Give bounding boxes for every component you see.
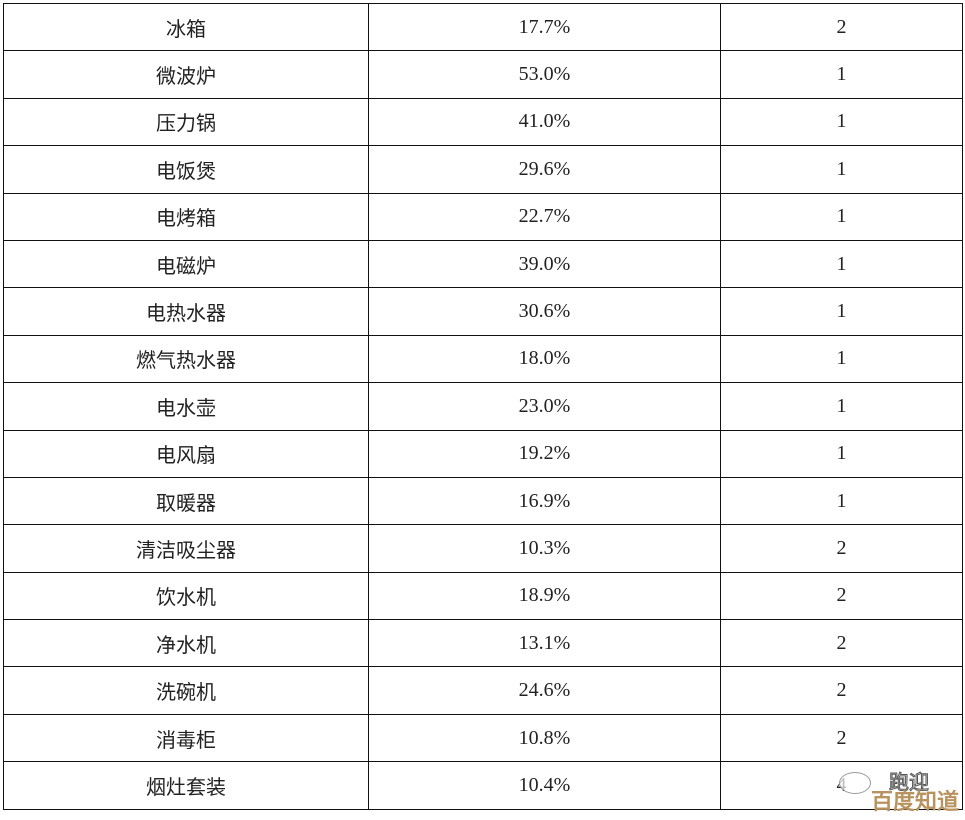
- table-row: 电水壶 23.0% 1: [3, 382, 963, 431]
- table-row: 电烤箱 22.7% 1: [3, 192, 963, 241]
- cell-percent: 53.0%: [368, 50, 721, 99]
- cell-value: 1: [720, 476, 963, 526]
- cell-value: 2: [720, 619, 963, 668]
- chat-bubble-icon: [839, 772, 871, 794]
- cell-value: 1: [720, 382, 963, 431]
- cell-value: 1: [720, 97, 963, 147]
- cell-name: 压力锅: [3, 97, 369, 147]
- cell-percent: 18.0%: [368, 334, 721, 384]
- cell-name: 净水机: [3, 619, 369, 668]
- cell-value: 2: [720, 524, 963, 573]
- appliance-table: 冰箱 17.7% 2 微波炉 53.0% 1 压力锅 41.0% 1 电饭煲 29.6% 1 电烤箱 22…: [3, 2, 963, 810]
- cell-name: 冰箱: [3, 2, 369, 52]
- table-row: 净水机 13.1% 2: [3, 619, 963, 668]
- cell-percent: 10.3%: [368, 524, 721, 573]
- table-row: 电风扇 19.2% 1: [3, 429, 963, 478]
- cell-name: 电热水器: [3, 287, 369, 336]
- cell-percent: 19.2%: [368, 429, 721, 478]
- cell-name: 电风扇: [3, 429, 369, 478]
- table-row: 电饭煲 29.6% 1: [3, 145, 963, 194]
- cell-percent: 29.6%: [368, 145, 721, 194]
- cell-value: 1: [720, 50, 963, 99]
- table-row: 洗碗机 24.6% 2: [3, 666, 963, 715]
- table-row: 微波炉 53.0% 1: [3, 50, 963, 99]
- cell-percent: 30.6%: [368, 287, 721, 336]
- cell-value: 1: [720, 287, 963, 336]
- table-row: 压力锅 41.0% 1: [3, 97, 963, 147]
- watermark-top-text: 跑迎: [889, 770, 930, 795]
- cell-name: 微波炉: [3, 50, 369, 99]
- cell-value: 1: [720, 192, 963, 241]
- cell-name: 烟灶套装: [3, 761, 369, 810]
- cell-name: 消毒柜: [3, 713, 369, 763]
- cell-name: 电烤箱: [3, 192, 369, 241]
- cell-value: 2: [720, 666, 963, 715]
- cell-name: 电水壶: [3, 382, 369, 431]
- cell-value: 1: [720, 239, 963, 289]
- cell-percent: 41.0%: [368, 97, 721, 147]
- table-row: 饮水机 18.9% 2: [3, 571, 963, 621]
- cell-name: 燃气热水器: [3, 334, 369, 384]
- cell-name: 清洁吸尘器: [3, 524, 369, 573]
- cell-value: 1: [720, 334, 963, 384]
- cell-percent: 24.6%: [368, 666, 721, 715]
- cell-percent: 10.8%: [368, 713, 721, 763]
- cell-percent: 39.0%: [368, 239, 721, 289]
- cell-name: 取暖器: [3, 476, 369, 526]
- table-row: 燃气热水器 18.0% 1: [3, 334, 963, 384]
- cell-name: 洗碗机: [3, 666, 369, 715]
- watermark-logo: 跑迎 百度知道: [839, 766, 959, 816]
- cell-percent: 17.7%: [368, 2, 721, 52]
- cell-percent: 10.4%: [368, 761, 721, 810]
- watermark-bottom-text: 百度知道: [870, 790, 959, 815]
- cell-name: 电磁炉: [3, 239, 369, 289]
- table-row: 消毒柜 10.8% 2: [3, 713, 963, 763]
- cell-value: 2: [720, 2, 963, 52]
- table-row: 电磁炉 39.0% 1: [3, 239, 963, 289]
- table-row: 电热水器 30.6% 1: [3, 287, 963, 336]
- cell-percent: 18.9%: [368, 571, 721, 621]
- cell-value: 2: [720, 713, 963, 763]
- cell-name: 电饭煲: [3, 145, 369, 194]
- cell-value: 2: [720, 571, 963, 621]
- cell-percent: 13.1%: [368, 619, 721, 668]
- cell-percent: 23.0%: [368, 382, 721, 431]
- cell-name: 饮水机: [3, 571, 369, 621]
- cell-value: 1: [720, 429, 963, 478]
- cell-value: 1: [720, 145, 963, 194]
- table-row: 取暖器 16.9% 1: [3, 476, 963, 526]
- table-row: 清洁吸尘器 10.3% 2: [3, 524, 963, 573]
- table-row: 冰箱 17.7% 2: [3, 2, 963, 52]
- cell-percent: 22.7%: [368, 192, 721, 241]
- cell-percent: 16.9%: [368, 476, 721, 526]
